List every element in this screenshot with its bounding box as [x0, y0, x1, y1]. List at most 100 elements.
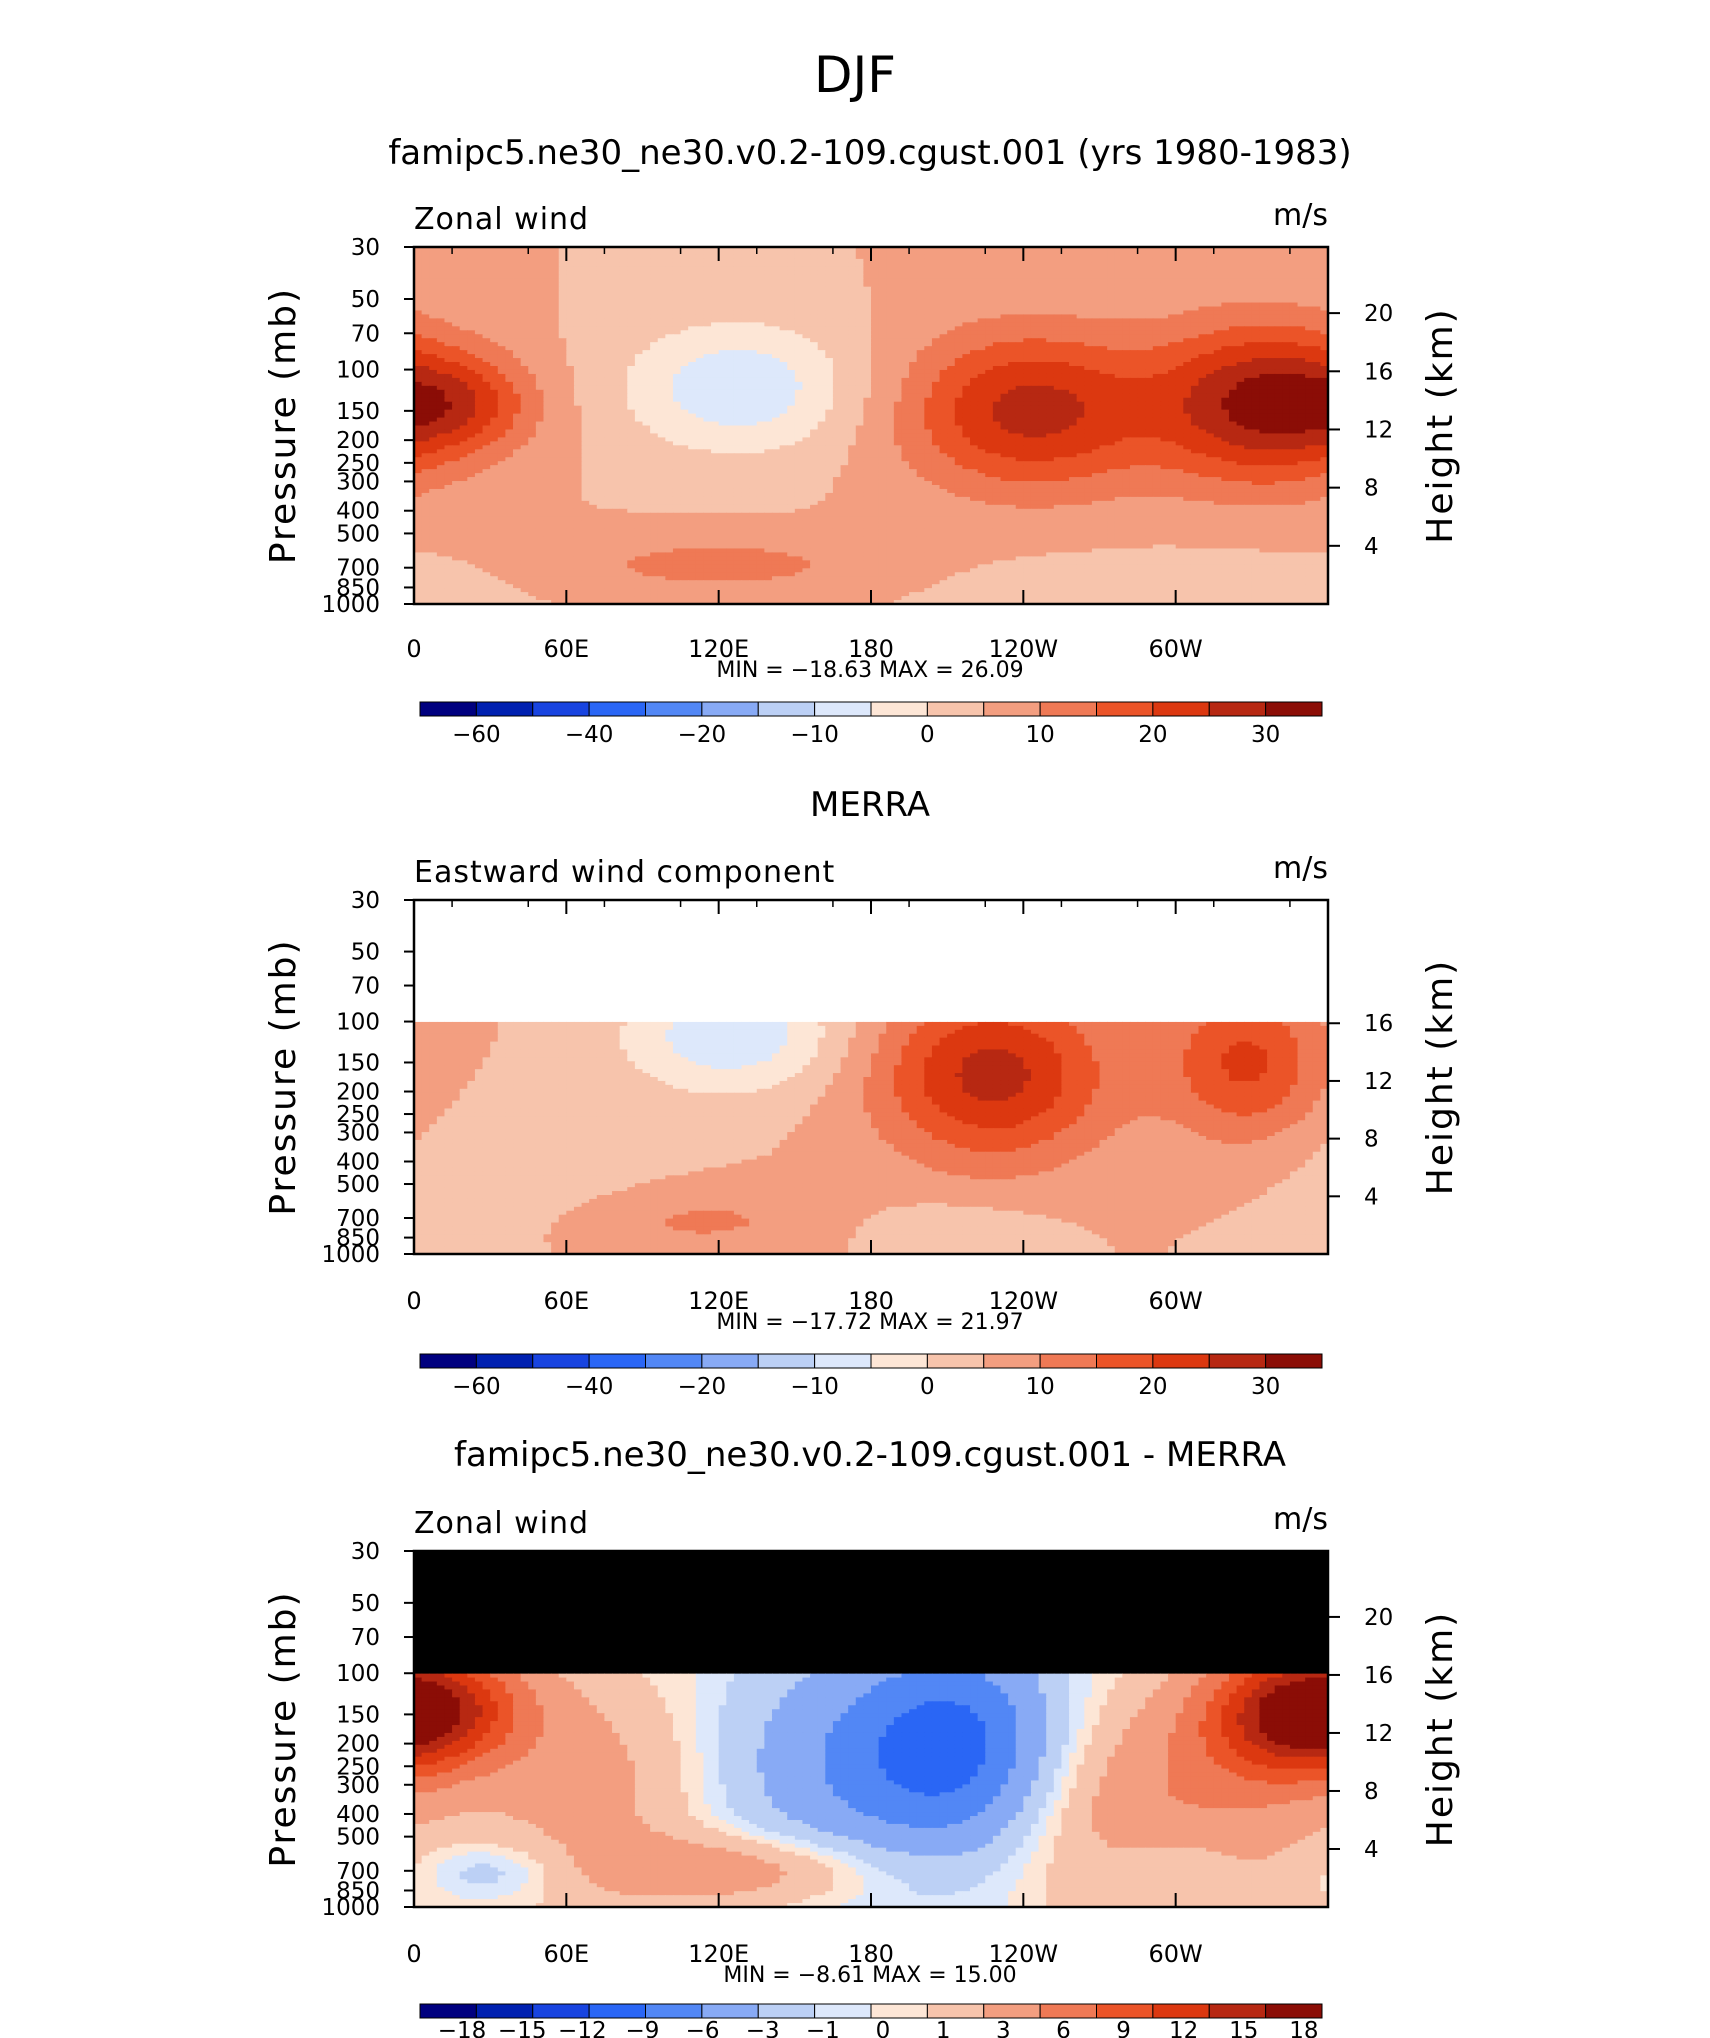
field-cell	[1259, 326, 1267, 331]
field-cell	[901, 279, 909, 284]
field-cell	[1145, 334, 1153, 339]
field-cell	[871, 366, 879, 371]
field-cell	[498, 283, 506, 288]
field-cell	[437, 307, 445, 312]
field-cell	[597, 386, 605, 391]
field-cell	[483, 370, 491, 375]
field-cell	[566, 354, 574, 359]
field-cell	[437, 334, 445, 339]
field-cell	[871, 307, 879, 312]
field-cell	[1061, 283, 1069, 288]
field-cell	[993, 366, 1001, 371]
field-cell	[566, 263, 574, 268]
field-cell	[521, 370, 529, 375]
field-cell	[665, 283, 673, 288]
field-cell	[536, 310, 544, 315]
field-cell	[1244, 307, 1252, 312]
field-cell	[1206, 354, 1214, 359]
field-cell	[726, 354, 734, 359]
field-cell	[848, 374, 856, 379]
field-cell	[681, 374, 689, 379]
field-cell	[1252, 318, 1260, 323]
field-cell	[597, 382, 605, 387]
field-cell	[932, 310, 940, 315]
field-cell	[1305, 326, 1313, 331]
field-cell	[947, 275, 955, 280]
field-cell	[1298, 366, 1306, 371]
field-cell	[475, 318, 483, 323]
field-cell	[848, 310, 856, 315]
field-cell	[1244, 322, 1252, 327]
field-cell	[795, 275, 803, 280]
field-cell	[1244, 386, 1252, 391]
field-cell	[1084, 267, 1092, 272]
field-cell	[1039, 303, 1047, 308]
field-cell	[924, 370, 932, 375]
field-cell	[551, 307, 559, 312]
field-cell	[635, 346, 643, 351]
field-cell	[924, 251, 932, 256]
field-cell	[513, 255, 521, 260]
field-cell	[978, 279, 986, 284]
field-cell	[1107, 287, 1115, 292]
field-cell	[551, 334, 559, 339]
field-cell	[665, 354, 673, 359]
field-cell	[635, 318, 643, 323]
field-cell	[589, 263, 597, 268]
field-cell	[1298, 271, 1306, 276]
field-cell	[1298, 350, 1306, 355]
field-cell	[985, 267, 993, 272]
field-cell	[924, 287, 932, 292]
field-cell	[1244, 279, 1252, 284]
field-cell	[521, 390, 529, 395]
field-cell	[810, 295, 818, 300]
field-cell	[582, 255, 590, 260]
field-cell	[429, 326, 437, 331]
field-cell	[1298, 330, 1306, 335]
field-cell	[970, 322, 978, 327]
field-cell	[764, 334, 772, 339]
field-cell	[429, 342, 437, 347]
field-cell	[513, 362, 521, 367]
field-cell	[924, 386, 932, 391]
field-cell	[1130, 263, 1138, 268]
field-cell	[551, 382, 559, 387]
field-cell	[1084, 271, 1092, 276]
field-cell	[841, 390, 849, 395]
field-cell	[696, 354, 704, 359]
field-cell	[863, 271, 871, 276]
field-cell	[1313, 271, 1321, 276]
field-cell	[437, 259, 445, 264]
field-cell	[818, 366, 826, 371]
field-cell	[437, 303, 445, 308]
field-cell	[787, 267, 795, 272]
field-cell	[498, 382, 506, 387]
field-cell	[1061, 267, 1069, 272]
field-cell	[1046, 382, 1054, 387]
field-cell	[947, 334, 955, 339]
field-cell	[772, 322, 780, 327]
field-cell	[1115, 358, 1123, 363]
field-cell	[886, 346, 894, 351]
field-cell	[1168, 295, 1176, 300]
field-cell	[970, 295, 978, 300]
field-cell	[1229, 338, 1237, 343]
field-cell	[650, 386, 658, 391]
field-cell	[1168, 358, 1176, 363]
field-cell	[566, 386, 574, 391]
field-cell	[444, 318, 452, 323]
field-cell	[429, 271, 437, 276]
field-cell	[589, 334, 597, 339]
field-cell	[962, 378, 970, 383]
field-cell	[955, 374, 963, 379]
field-cell	[863, 267, 871, 272]
field-cell	[1168, 307, 1176, 312]
field-cell	[1176, 342, 1184, 347]
field-cell	[810, 251, 818, 256]
field-cell	[909, 342, 917, 347]
field-cell	[597, 374, 605, 379]
field-cell	[947, 386, 955, 391]
field-cell	[848, 382, 856, 387]
field-cell	[993, 374, 1001, 379]
field-cell	[962, 275, 970, 280]
